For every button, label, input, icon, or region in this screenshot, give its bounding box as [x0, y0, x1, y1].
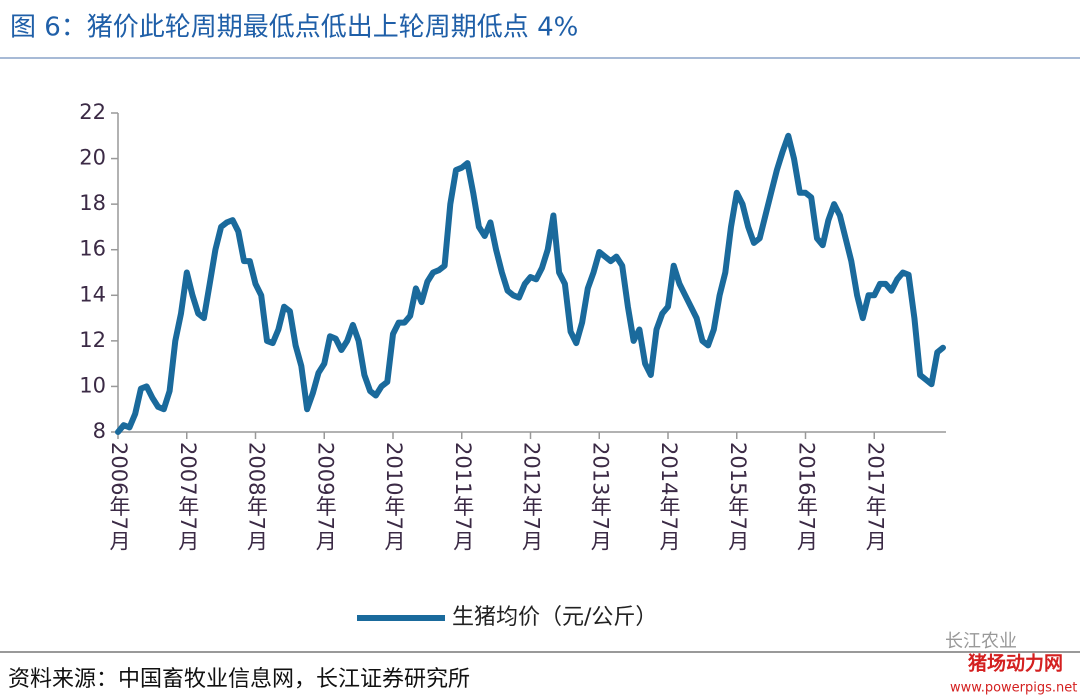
- watermark: 猪场动力网: [967, 652, 1063, 675]
- x-tick-label: 2011年7月: [451, 442, 475, 551]
- y-tick-label: 12: [79, 328, 106, 352]
- y-tick-label: 22: [79, 100, 106, 124]
- x-tick-label: 2010年7月: [382, 442, 406, 551]
- y-tick-label: 20: [79, 146, 106, 170]
- y-tick-label: 10: [79, 373, 106, 397]
- x-tick-label: 2009年7月: [313, 442, 337, 551]
- x-tick-label: 2012年7月: [520, 442, 544, 551]
- y-tick-label: 8: [93, 419, 106, 443]
- watermark: www.powerpigs.net: [950, 681, 1077, 696]
- x-tick-label: 2015年7月: [726, 442, 750, 551]
- x-tick-label: 2014年7月: [657, 442, 681, 551]
- watermark: 长江农业: [945, 631, 1017, 652]
- y-tick-label: 14: [79, 282, 106, 306]
- x-tick-label: 2008年7月: [245, 442, 269, 551]
- chart-title: 图 6：猪价此轮周期最低点低出上轮周期低点 4%: [10, 13, 578, 43]
- x-tick-label: 2007年7月: [176, 442, 200, 551]
- y-tick-label: 18: [79, 191, 106, 215]
- line: [115, 132, 946, 435]
- x-tick-label: 2013年7月: [588, 442, 612, 551]
- source: 资料来源：中国畜牧业信息网，长江证券研究所: [8, 667, 470, 692]
- x-tick-label: 2017年7月: [863, 442, 887, 551]
- legend-label: 生猪均价（元/公斤）: [452, 605, 657, 630]
- y-tick-label: 16: [79, 237, 106, 261]
- x-tick-label: 2016年7月: [795, 442, 819, 551]
- x-tick-label: 2006年7月: [107, 442, 131, 551]
